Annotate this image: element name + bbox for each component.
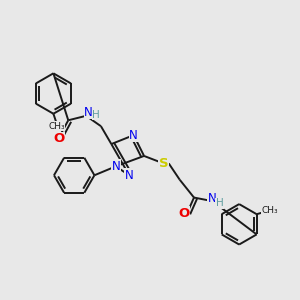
Text: O: O — [53, 132, 64, 145]
Text: N: N — [111, 160, 120, 173]
Text: N: N — [125, 169, 134, 182]
Text: N: N — [84, 106, 93, 119]
Text: H: H — [216, 199, 224, 208]
Text: N: N — [208, 192, 217, 205]
Text: H: H — [92, 110, 100, 120]
Text: CH₃: CH₃ — [48, 122, 65, 131]
Text: O: O — [178, 206, 189, 220]
Text: CH₃: CH₃ — [262, 206, 278, 215]
Text: N: N — [129, 129, 138, 142]
Text: S: S — [159, 157, 168, 170]
